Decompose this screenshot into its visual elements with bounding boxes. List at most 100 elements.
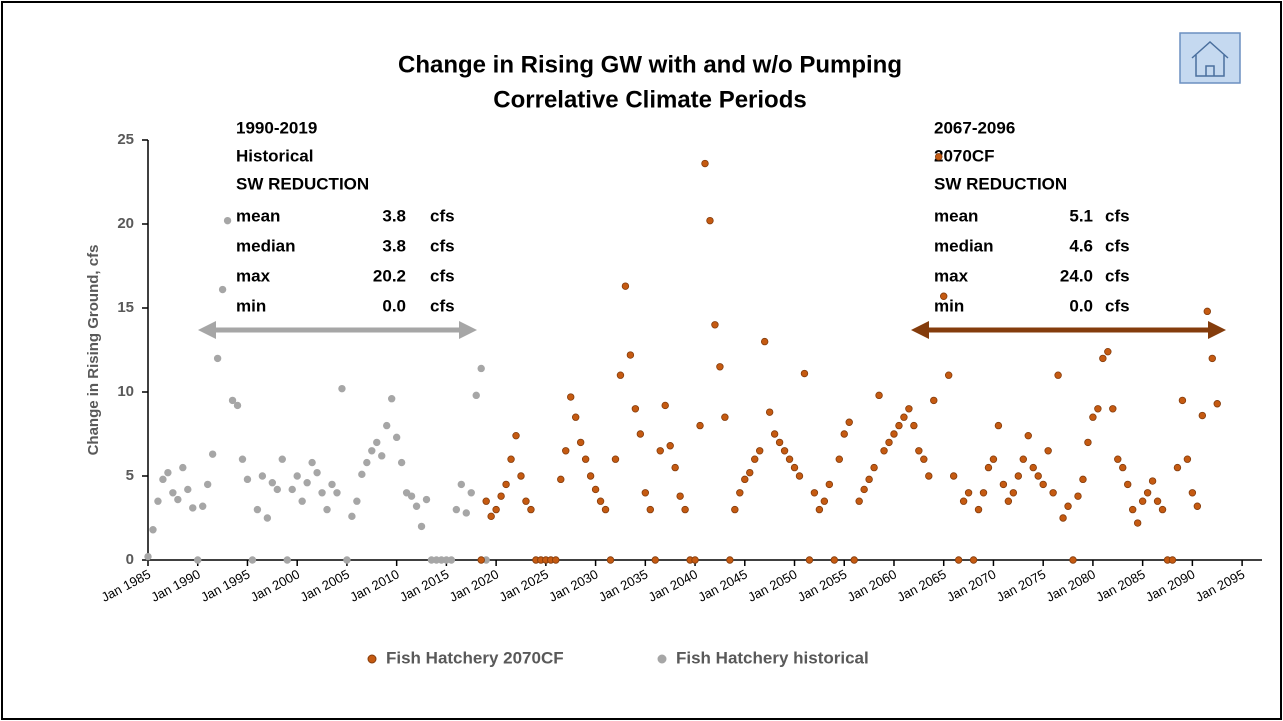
data-point xyxy=(944,371,953,379)
data-point xyxy=(576,438,585,447)
data-point xyxy=(412,502,421,510)
data-point xyxy=(636,430,645,438)
home-button[interactable] xyxy=(1179,32,1241,84)
chart-subtitle: Correlative Climate Periods xyxy=(493,86,806,113)
data-point xyxy=(1213,400,1221,408)
arrow-head xyxy=(459,321,477,339)
data-point xyxy=(651,556,659,564)
data-point xyxy=(1039,480,1047,489)
data-point xyxy=(1054,371,1062,379)
data-point xyxy=(925,472,933,480)
y-tick-label: 25 xyxy=(117,131,134,148)
data-point xyxy=(417,522,426,531)
data-point xyxy=(298,497,306,505)
series xyxy=(477,153,1221,564)
data-point xyxy=(517,472,525,480)
data-point xyxy=(905,405,913,413)
legend-label: Fish Hatchery historical xyxy=(676,648,869,667)
data-point xyxy=(348,512,356,521)
data-point xyxy=(1079,475,1087,484)
data-point xyxy=(676,492,684,500)
data-point xyxy=(457,480,466,489)
data-point xyxy=(492,505,500,514)
stat-unit: cfs xyxy=(1105,236,1130,255)
data-point xyxy=(248,556,257,564)
data-point xyxy=(402,489,411,497)
data-point xyxy=(691,556,699,564)
data-point xyxy=(885,438,893,447)
chart-title: Change in Rising GW with and w/o Pumping xyxy=(398,51,902,78)
data-point xyxy=(1044,447,1052,455)
data-point xyxy=(263,514,272,522)
data-point xyxy=(641,489,650,497)
data-point xyxy=(974,505,983,514)
data-point xyxy=(1024,431,1032,440)
stat-value: 20.2 xyxy=(373,266,406,285)
data-point xyxy=(1049,489,1057,497)
data-point xyxy=(1133,519,1142,527)
data-point xyxy=(233,401,242,410)
annotation-line: SW REDUCTION xyxy=(236,174,369,193)
data-point xyxy=(512,431,520,440)
data-point xyxy=(835,455,843,463)
arrow-head xyxy=(198,321,216,339)
data-point xyxy=(681,505,689,514)
y-tick-label: 20 xyxy=(117,215,134,232)
data-point xyxy=(243,475,252,484)
data-point xyxy=(621,282,630,290)
data-point xyxy=(477,364,485,373)
data-point xyxy=(253,505,262,514)
data-point xyxy=(601,505,610,514)
data-point xyxy=(288,485,296,494)
data-point xyxy=(1188,489,1197,497)
data-point xyxy=(1148,477,1157,485)
data-point xyxy=(313,468,321,477)
data-point xyxy=(1158,505,1167,514)
data-point xyxy=(179,463,187,472)
data-point xyxy=(940,292,948,300)
stat-label: min xyxy=(236,296,266,315)
data-point xyxy=(616,371,625,379)
data-point xyxy=(477,556,485,564)
data-point xyxy=(387,395,396,403)
stat-value: 0.0 xyxy=(382,296,406,315)
data-point xyxy=(850,556,858,564)
data-point xyxy=(984,463,993,472)
data-point xyxy=(1208,354,1216,363)
data-point xyxy=(338,384,346,393)
data-point xyxy=(870,463,878,472)
data-point xyxy=(1074,492,1082,500)
stat-unit: cfs xyxy=(430,236,455,255)
data-point xyxy=(1168,556,1177,564)
data-point xyxy=(1128,505,1137,514)
data-point xyxy=(497,492,505,500)
data-point xyxy=(1138,497,1147,505)
legend-marker xyxy=(657,654,667,664)
data-point xyxy=(353,497,361,505)
data-point xyxy=(164,468,172,477)
data-point xyxy=(268,479,277,487)
data-point xyxy=(760,337,769,346)
data-point xyxy=(800,369,809,378)
data-point xyxy=(751,455,759,463)
data-point xyxy=(1173,463,1182,472)
annotation-line: 2070CF xyxy=(934,146,994,165)
stat-value: 5.1 xyxy=(1069,206,1093,225)
data-point xyxy=(606,556,615,564)
data-point xyxy=(392,433,401,442)
data-point xyxy=(333,489,341,497)
data-point xyxy=(482,497,490,505)
data-point xyxy=(780,447,789,455)
home-icon[interactable] xyxy=(1191,40,1229,77)
data-point xyxy=(930,396,938,405)
data-point xyxy=(979,489,988,497)
data-point xyxy=(1193,502,1202,510)
data-point xyxy=(397,458,406,467)
data-point xyxy=(407,492,416,500)
data-point xyxy=(487,512,495,521)
data-point xyxy=(596,497,605,505)
y-tick-label: 10 xyxy=(117,383,134,400)
data-point xyxy=(368,447,376,455)
data-point xyxy=(900,413,908,421)
data-point xyxy=(273,485,282,494)
